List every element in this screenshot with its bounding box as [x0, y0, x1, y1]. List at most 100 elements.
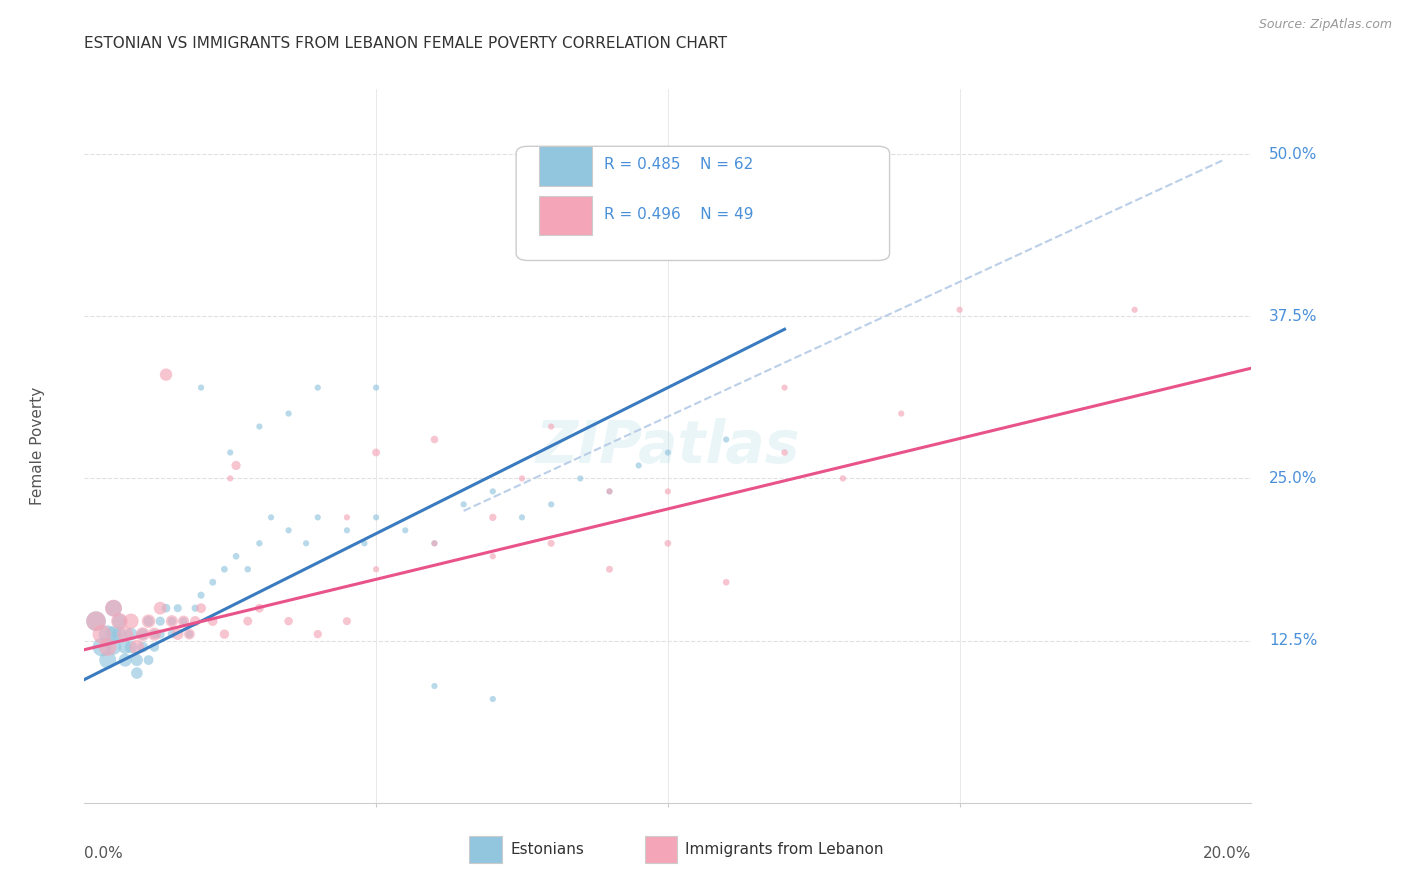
- Point: [97, 627, 120, 641]
- Point: [103, 601, 125, 615]
- Text: 12.5%: 12.5%: [1268, 633, 1317, 648]
- Point: [540, 536, 562, 550]
- FancyBboxPatch shape: [540, 196, 592, 235]
- Text: R = 0.496    N = 49: R = 0.496 N = 49: [603, 207, 754, 221]
- Point: [103, 627, 125, 641]
- Point: [1123, 302, 1146, 317]
- Bar: [470, 837, 502, 863]
- Point: [160, 627, 183, 641]
- Point: [599, 484, 621, 499]
- Point: [120, 627, 142, 641]
- Point: [260, 510, 283, 524]
- Point: [366, 510, 388, 524]
- Point: [481, 510, 505, 524]
- Point: [599, 484, 621, 499]
- Point: [103, 640, 125, 654]
- Point: [773, 381, 796, 395]
- Point: [214, 562, 236, 576]
- Text: 25.0%: 25.0%: [1268, 471, 1317, 486]
- Point: [114, 653, 136, 667]
- Point: [481, 549, 505, 564]
- Point: [277, 407, 299, 421]
- Point: [366, 445, 388, 459]
- Point: [132, 627, 155, 641]
- Point: [84, 614, 107, 628]
- Point: [138, 614, 160, 628]
- Point: [114, 640, 136, 654]
- Bar: [644, 837, 678, 863]
- Point: [657, 445, 679, 459]
- Point: [138, 614, 160, 628]
- Text: 37.5%: 37.5%: [1268, 309, 1317, 324]
- Point: [173, 614, 195, 628]
- Point: [225, 458, 247, 473]
- Text: Female Poverty: Female Poverty: [30, 387, 45, 505]
- Point: [214, 627, 236, 641]
- Point: [125, 666, 148, 681]
- FancyBboxPatch shape: [516, 146, 890, 260]
- Point: [160, 614, 183, 628]
- Point: [599, 562, 621, 576]
- Point: [108, 614, 131, 628]
- Point: [890, 407, 912, 421]
- Point: [120, 640, 142, 654]
- Text: 0.0%: 0.0%: [84, 846, 124, 861]
- Text: Estonians: Estonians: [510, 842, 583, 857]
- Point: [481, 692, 505, 706]
- Text: 20.0%: 20.0%: [1204, 846, 1251, 861]
- Text: ZIPatlas: ZIPatlas: [536, 417, 800, 475]
- Point: [97, 653, 120, 667]
- Point: [295, 536, 318, 550]
- Point: [125, 653, 148, 667]
- Point: [247, 536, 270, 550]
- Point: [155, 601, 177, 615]
- Point: [114, 627, 136, 641]
- Point: [247, 419, 270, 434]
- Point: [225, 549, 247, 564]
- Point: [108, 614, 131, 628]
- Point: [179, 627, 201, 641]
- Point: [336, 510, 359, 524]
- Point: [832, 471, 855, 485]
- Point: [108, 627, 131, 641]
- Point: [423, 433, 446, 447]
- Point: [166, 627, 188, 641]
- Point: [84, 614, 107, 628]
- Point: [627, 458, 650, 473]
- Point: [184, 601, 207, 615]
- Text: ESTONIAN VS IMMIGRANTS FROM LEBANON FEMALE POVERTY CORRELATION CHART: ESTONIAN VS IMMIGRANTS FROM LEBANON FEMA…: [84, 36, 727, 51]
- Point: [138, 653, 160, 667]
- Point: [179, 627, 201, 641]
- Point: [160, 614, 183, 628]
- Point: [149, 614, 172, 628]
- Point: [149, 627, 172, 641]
- Point: [423, 679, 446, 693]
- FancyBboxPatch shape: [540, 146, 592, 186]
- Point: [773, 445, 796, 459]
- Point: [453, 497, 475, 511]
- Point: [201, 575, 224, 590]
- Point: [247, 601, 270, 615]
- Point: [190, 601, 212, 615]
- Point: [132, 627, 155, 641]
- Point: [307, 381, 329, 395]
- Point: [657, 536, 679, 550]
- Point: [201, 614, 224, 628]
- Point: [125, 640, 148, 654]
- Point: [120, 614, 142, 628]
- Point: [569, 471, 592, 485]
- Point: [277, 614, 299, 628]
- Point: [166, 601, 188, 615]
- Point: [219, 445, 242, 459]
- Text: 50.0%: 50.0%: [1268, 146, 1317, 161]
- Point: [219, 471, 242, 485]
- Point: [423, 536, 446, 550]
- Point: [366, 381, 388, 395]
- Point: [714, 433, 737, 447]
- Text: R = 0.485    N = 62: R = 0.485 N = 62: [603, 157, 754, 171]
- Point: [132, 640, 155, 654]
- Point: [353, 536, 375, 550]
- Point: [149, 601, 172, 615]
- Point: [236, 614, 259, 628]
- Point: [97, 640, 120, 654]
